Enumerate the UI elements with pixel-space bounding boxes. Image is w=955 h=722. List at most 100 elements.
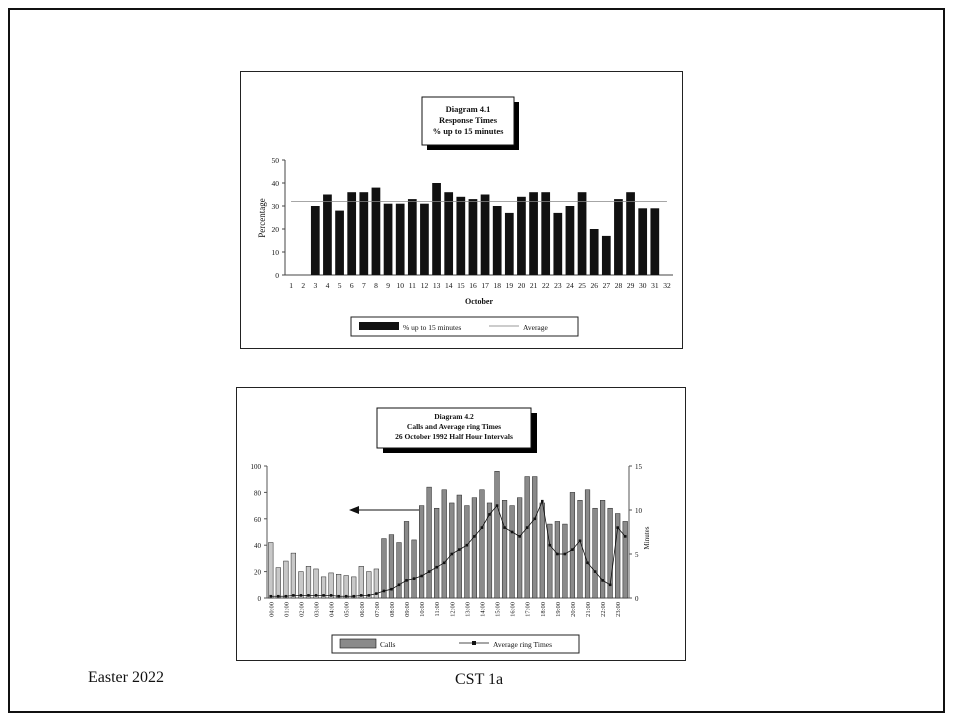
calls-bar (373, 568, 379, 599)
ring-times-point (548, 543, 552, 547)
ring-times-point (435, 565, 438, 569)
calls-bar (403, 521, 410, 599)
calls-bar (464, 505, 470, 599)
bar (480, 194, 490, 275)
x-tick-label: 07:00 (374, 602, 381, 617)
ring-times-point (601, 579, 604, 582)
calls-bar (388, 534, 395, 599)
ring-times-point (420, 574, 423, 578)
footer-left-text: Easter 2022 (88, 669, 164, 686)
ring-times-point (344, 594, 348, 598)
calls-bar (456, 494, 462, 599)
bar (347, 192, 357, 275)
x-tick-label: 13:00 (464, 602, 471, 617)
bar (541, 192, 551, 275)
ring-times-point (510, 530, 514, 534)
x-tick-label: 03:00 (314, 602, 321, 617)
calls-bar (290, 552, 296, 599)
ring-times-point (533, 517, 537, 521)
chart-title-line-2: Calls and Average ring Times (407, 422, 501, 431)
calls-bar (366, 571, 372, 599)
left-y-tick-label: 0 (258, 595, 262, 603)
x-axis-label: October (465, 297, 493, 306)
calls-bar (539, 502, 545, 599)
right-y-tick-label: 15 (635, 463, 643, 471)
ring-times-point (299, 594, 303, 597)
x-tick-label: 21:00 (585, 602, 592, 617)
x-tick-label: 2 (301, 281, 305, 290)
x-tick-label: 4 (326, 281, 330, 290)
x-tick-label: 15:00 (495, 602, 502, 617)
calls-bar (592, 507, 598, 599)
x-tick-label: 14:00 (479, 602, 486, 617)
x-tick-label: 19:00 (555, 602, 562, 617)
left-y-tick-label: 60 (254, 516, 262, 524)
legend-label-calls: Calls (380, 640, 395, 649)
left-y-tick-label: 100 (251, 463, 262, 471)
bar (626, 192, 635, 275)
ring-times-point (563, 552, 567, 556)
bar (444, 192, 454, 275)
x-tick-label: 19 (506, 281, 514, 290)
bar (638, 208, 648, 275)
calls-bar (584, 489, 591, 599)
calls-bar (607, 507, 613, 599)
x-tick-label: 16:00 (510, 602, 517, 617)
calls-bar (615, 513, 621, 599)
right-y-tick-label: 5 (635, 551, 639, 559)
bar (371, 187, 381, 275)
x-tick-label: 31 (651, 281, 659, 290)
ring-times-point (292, 594, 295, 597)
y-tick-label: 50 (272, 156, 280, 165)
calls-bar (275, 567, 281, 599)
bar (577, 192, 587, 275)
ring-times-point (337, 594, 340, 598)
ring-times-point (450, 552, 454, 556)
x-tick-label: 05:00 (344, 602, 351, 617)
x-tick-label: 14 (445, 281, 453, 290)
ring-times-point (277, 594, 280, 598)
x-tick-label: 32 (663, 281, 671, 290)
bar (504, 212, 514, 275)
x-tick-label: 12:00 (449, 602, 456, 617)
ring-times-point (586, 561, 589, 565)
ring-times-point (616, 526, 619, 529)
y-tick-label: 20 (272, 225, 280, 234)
bar (420, 203, 429, 275)
x-tick-label: 00:00 (268, 602, 275, 617)
slide-frame (8, 8, 945, 713)
calls-bar (562, 523, 568, 599)
ring-times-point (390, 587, 393, 591)
x-tick-label: 24 (566, 281, 574, 290)
bar (492, 206, 502, 275)
calls-bar (381, 538, 387, 599)
x-tick-label: 30 (639, 281, 647, 290)
x-tick-label: 3 (313, 281, 317, 290)
right-y-tick-label: 0 (635, 595, 639, 603)
ring-times-point (322, 594, 325, 597)
title-box (421, 96, 515, 146)
calls-bar (343, 575, 349, 599)
ring-times-point (427, 570, 431, 573)
calls-bar (441, 489, 447, 599)
legend-box (331, 634, 580, 654)
calls-bar (298, 571, 304, 599)
x-tick-label: 8 (374, 281, 378, 290)
ring-times-point (571, 548, 574, 551)
y-tick-label: 0 (275, 271, 279, 280)
chart-title-line-2: Response Times (439, 115, 498, 125)
x-tick-label: 08:00 (389, 602, 396, 617)
calls-bar (396, 542, 402, 599)
chart-panel-diagram-4-2: Diagram 4.2 Calls and Average ring Times… (236, 387, 686, 661)
bar (529, 192, 538, 275)
x-tick-label: 20 (518, 281, 526, 290)
x-tick-label: 17:00 (525, 602, 532, 617)
ring-times-point (329, 594, 333, 597)
x-tick-label: 1 (289, 281, 293, 290)
ring-times-point (525, 526, 529, 529)
x-tick-label: 9 (386, 281, 390, 290)
ring-times-point (480, 526, 484, 529)
x-tick-label: 06:00 (359, 602, 366, 617)
ring-times-point (352, 594, 356, 598)
legend-label-ring-times: Average ring Times (493, 640, 552, 649)
